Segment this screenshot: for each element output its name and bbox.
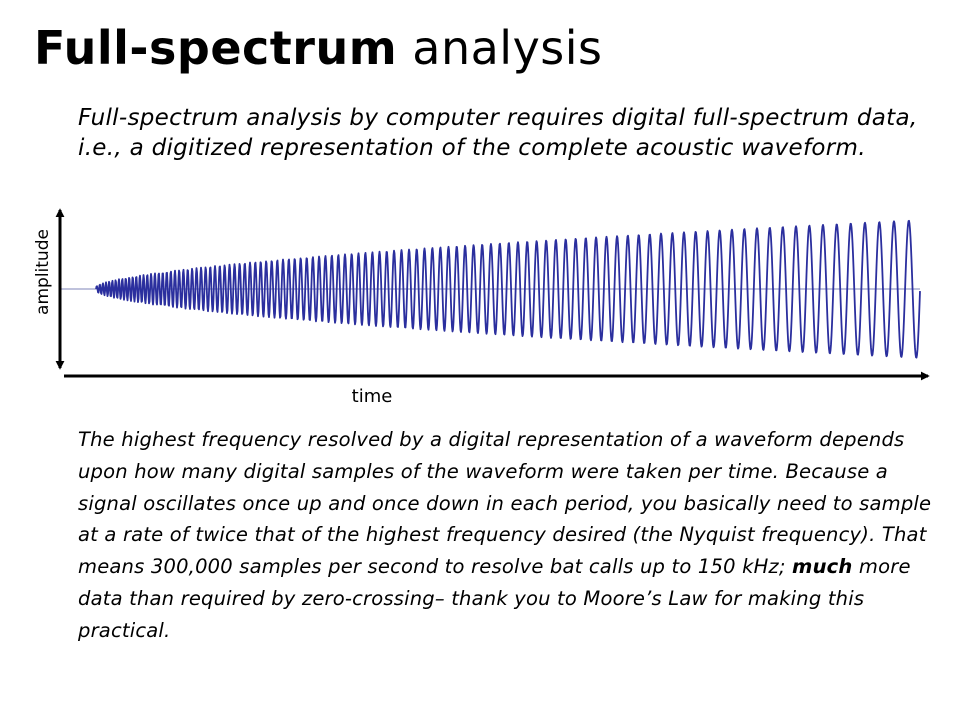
body-paragraph: The highest frequency resolved by a digi… bbox=[78, 424, 938, 646]
waveform-diagram: amplitude time bbox=[33, 208, 930, 407]
body-text-part2: more data than required by zero-crossing… bbox=[78, 555, 911, 642]
amplitude-axis-label: amplitude bbox=[33, 229, 53, 315]
intro-text: Full-spectrum analysis by computer requi… bbox=[78, 105, 918, 161]
sine-waveform bbox=[95, 219, 921, 359]
body-emphasis: much bbox=[792, 555, 853, 579]
title-regular-part: analysis bbox=[412, 21, 603, 75]
slide-title: Full-spectrum analysis bbox=[34, 22, 603, 75]
title-bold-part: Full-spectrum bbox=[34, 21, 398, 75]
time-axis-label: time bbox=[352, 386, 393, 407]
body-text-part1: The highest frequency resolved by a digi… bbox=[78, 428, 932, 579]
